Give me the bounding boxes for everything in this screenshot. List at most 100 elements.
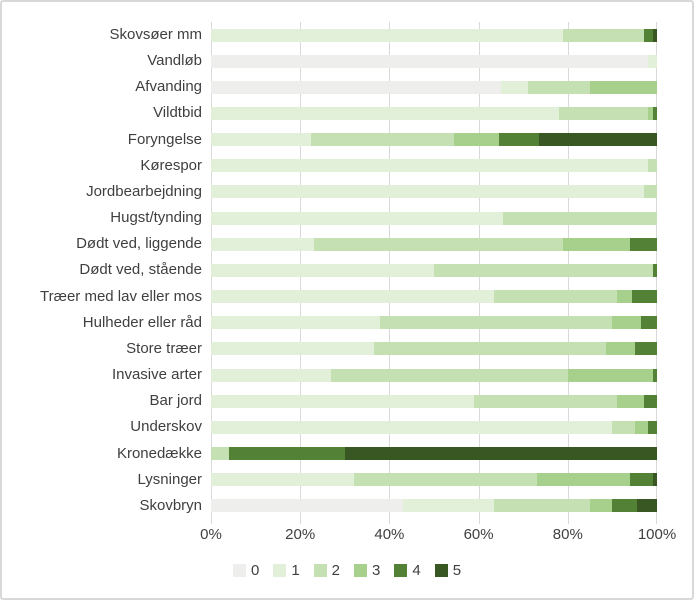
bar-segment-score-1 [211, 368, 332, 382]
bar-track [211, 368, 657, 382]
bar-row [211, 74, 657, 100]
x-tick-label: 80% [552, 526, 583, 543]
bar-segment-score-1 [211, 28, 564, 42]
category-label: Dødt ved, liggende [76, 235, 202, 253]
legend-label: 0 [250, 562, 260, 579]
legend-label: 1 [291, 562, 300, 579]
legend-label: 5 [452, 562, 462, 579]
bar-segment-score-5 [652, 28, 657, 42]
bar-segment-score-2 [434, 263, 653, 277]
category-axis: Skovsøer mm Vandløb Afvanding Vildtbid Foryn… [2, 22, 202, 519]
bar-segment-score-1 [211, 290, 495, 304]
bar-segment-score-2 [313, 237, 564, 251]
category-label: Jordbearbejdning [86, 182, 202, 200]
bar-track [211, 420, 657, 434]
bar-segment-score-4 [630, 473, 653, 487]
bar-track [211, 473, 657, 487]
bar-segment-score-2 [494, 290, 617, 304]
bar-track [211, 54, 657, 68]
legend-swatch-icon [434, 564, 448, 577]
category-label: Store træer [126, 339, 202, 357]
bar-track [211, 211, 657, 225]
legend-label: 3 [372, 562, 381, 579]
category-label: Vandløb [147, 52, 202, 70]
legend-item-0: 0 [232, 562, 260, 579]
category-label: Afvanding [135, 78, 202, 96]
bar-segment-score-1 [211, 211, 504, 225]
bar-row [211, 441, 657, 467]
bar-segment-score-2 [380, 316, 613, 330]
x-tick-label: 100% [637, 526, 677, 543]
bar-segment-score-2 [331, 368, 568, 382]
bar-segment-score-2 [311, 133, 455, 147]
bar-segment-score-2 [558, 106, 649, 120]
bar-segment-score-4 [632, 290, 657, 304]
category-label: Foryngelse [127, 130, 202, 148]
bar-segment-score-0 [211, 80, 501, 94]
bar-track [211, 237, 657, 251]
bar-track [211, 28, 657, 42]
bar-segment-score-3 [590, 499, 613, 513]
category-label: Træer med lav eller mos [40, 287, 202, 305]
bar-track [211, 290, 657, 304]
bar-segment-score-2 [503, 211, 657, 225]
legend-item-2: 2 [313, 562, 340, 579]
category-label: Hulheder eller råd [82, 313, 202, 331]
bar-track [211, 316, 657, 330]
bar-segment-score-2 [494, 499, 591, 513]
bar-segment-score-4 [652, 368, 657, 382]
bar-row [211, 127, 657, 153]
bar-segment-score-1 [211, 420, 613, 434]
bar-segment-score-1 [211, 316, 381, 330]
bar-track [211, 342, 657, 356]
bar-row [211, 493, 657, 519]
bar-row [211, 414, 657, 440]
legend-item-3: 3 [354, 562, 380, 579]
bar-segment-score-1 [211, 159, 649, 173]
category-label: Vildtbid [153, 104, 202, 122]
bar-segment-score-3 [648, 106, 653, 120]
bar-track [211, 263, 657, 277]
bar-segment-score-3 [563, 237, 631, 251]
legend-item-5: 5 [434, 562, 462, 579]
bar-segment-score-3 [567, 368, 653, 382]
category-label: Lysninger [137, 470, 202, 488]
bar-segment-score-1 [211, 394, 475, 408]
bar-segment-score-4 [228, 447, 345, 461]
bar-segment-score-1 [402, 499, 495, 513]
bar-track [211, 106, 657, 120]
plot-area [211, 22, 657, 524]
bar-row [211, 205, 657, 231]
bar-segment-score-5 [652, 473, 657, 487]
bar-segment-score-0 [211, 499, 403, 513]
bar-row [211, 336, 657, 362]
category-label: Kronedække [116, 444, 202, 462]
bar-segment-score-3 [634, 420, 649, 434]
category-label: Hugst/tynding [110, 209, 202, 227]
bar-segment-score-1 [211, 237, 314, 251]
bar-segment-score-2 [474, 394, 617, 408]
bar-row [211, 231, 657, 257]
legend-swatch-icon [313, 564, 327, 577]
category-label: Invasive arter [111, 366, 202, 384]
bar-row [211, 22, 657, 48]
bar-row [211, 48, 657, 74]
bar-segment-score-5 [344, 447, 657, 461]
category-label: Dødt ved, stående [79, 261, 202, 279]
bar-row [211, 362, 657, 388]
bar-row [211, 153, 657, 179]
category-label: Bar jord [149, 392, 202, 410]
bar-segment-score-2 [648, 159, 657, 173]
bar-row [211, 179, 657, 205]
bar-segment-score-4 [634, 342, 657, 356]
bar-segment-score-4 [648, 420, 657, 434]
legend: 0 1 2 3 4 5 [2, 562, 692, 579]
bar-segment-score-3 [616, 290, 633, 304]
bar-segment-score-2 [563, 28, 644, 42]
legend-swatch-icon [232, 564, 246, 577]
bar-segment-score-3 [536, 473, 631, 487]
bar-segment-score-1 [211, 473, 354, 487]
bar-row [211, 257, 657, 283]
category-label: Kørespor [140, 156, 202, 174]
bar-segment-score-1 [211, 133, 312, 147]
